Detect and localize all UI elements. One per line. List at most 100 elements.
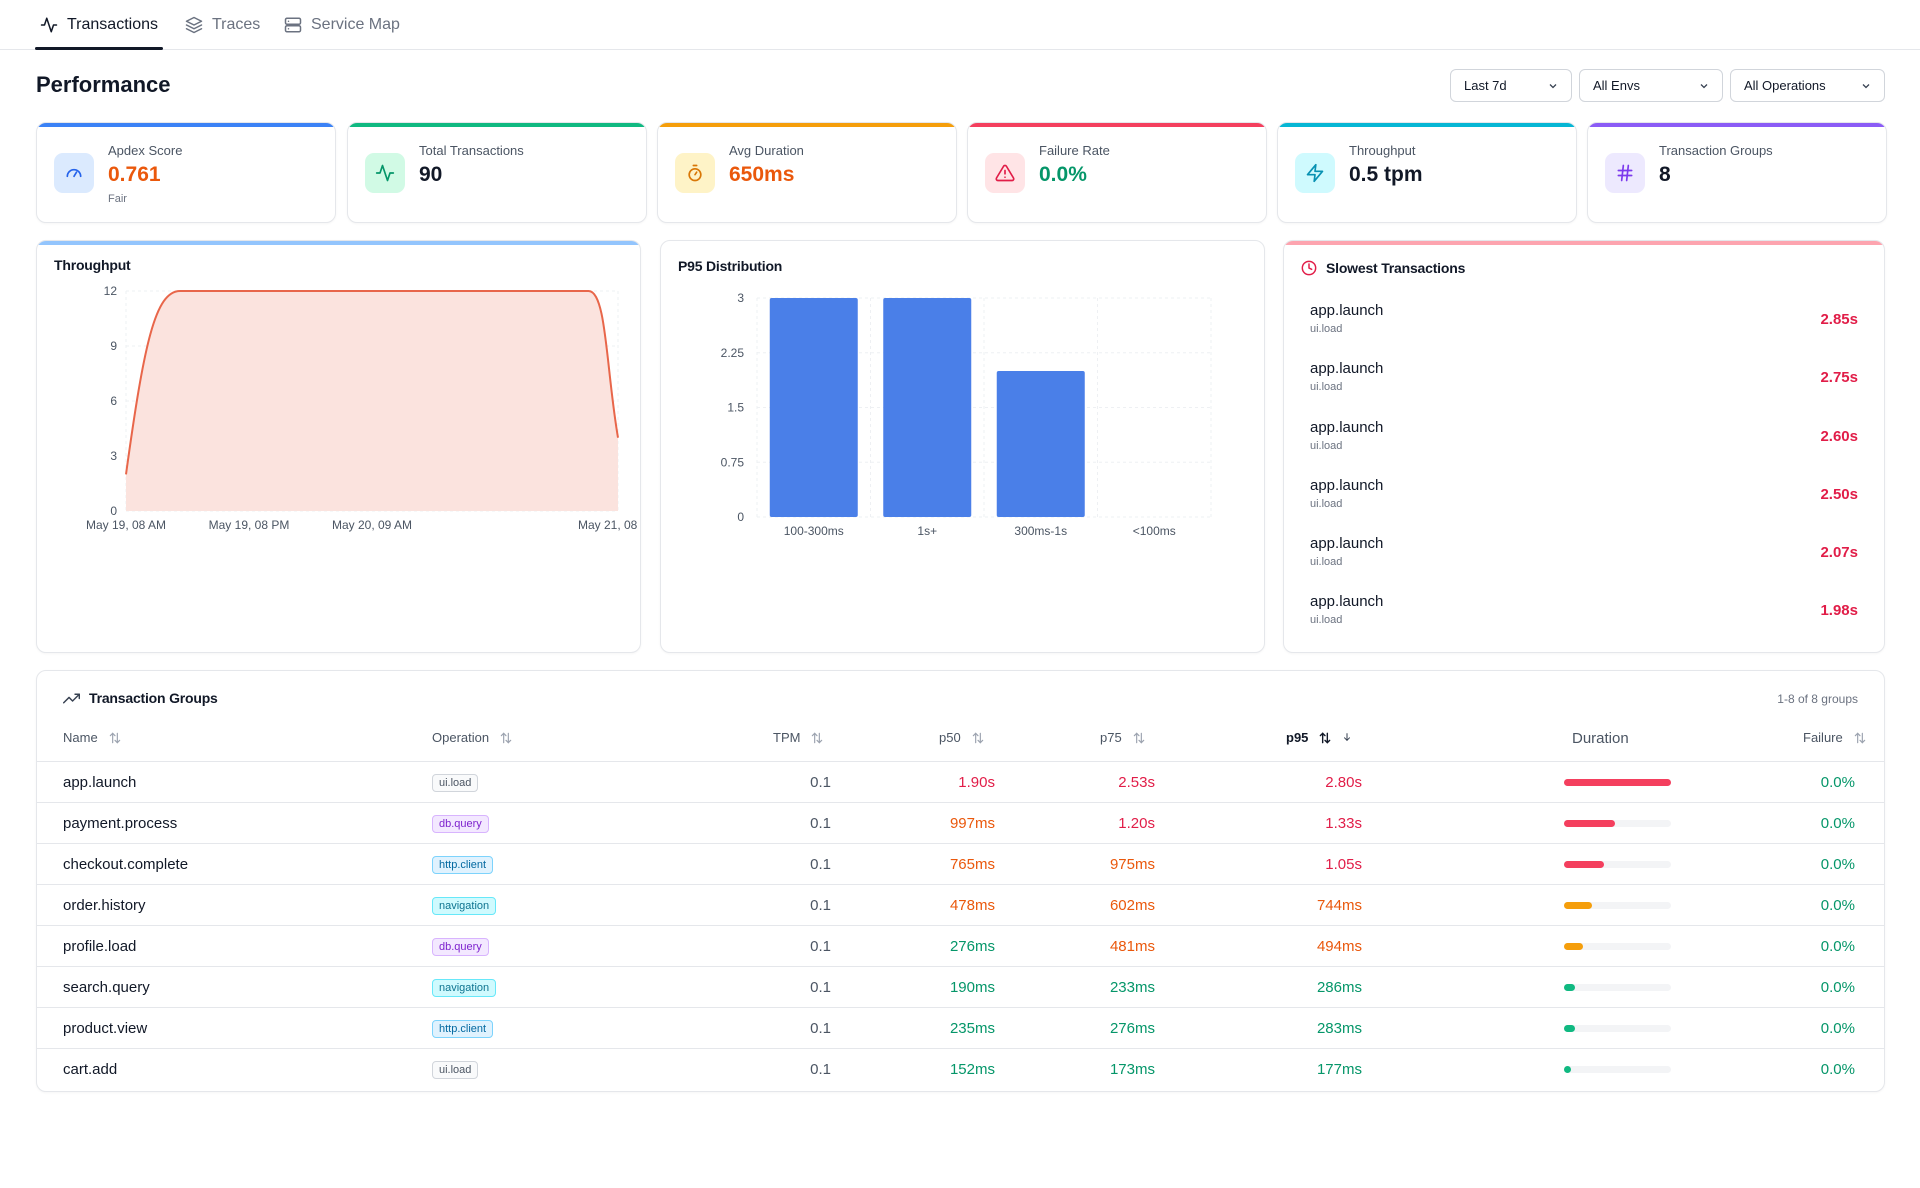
p95-title: P95 Distribution — [678, 258, 783, 274]
chevron-down-icon — [1547, 80, 1559, 92]
chevron-down-icon — [1698, 80, 1710, 92]
sort-active-icon — [1318, 731, 1332, 745]
table-row[interactable]: order.history navigation 0.1 478ms 602ms 744m… — [37, 884, 1885, 925]
slow-transaction-item[interactable]: app.launch ui.load 2.85s — [1310, 302, 1858, 348]
row-p95: 177ms — [1316, 1061, 1362, 1078]
column-label: p95 — [1286, 730, 1309, 745]
row-p75: 2.53s — [1118, 774, 1155, 791]
column-label: TPM — [773, 730, 801, 745]
y-tick-label: 0 — [737, 510, 744, 524]
tab-service-map[interactable]: Service Map — [284, 0, 400, 50]
row-failure: 0.0% — [1820, 938, 1855, 955]
operation-badge: db.query — [432, 937, 489, 956]
slow-transaction-item[interactable]: app.launch ui.load 2.60s — [1310, 419, 1858, 465]
row-p50: 276ms — [949, 938, 995, 955]
row-p75: 1.20s — [1118, 815, 1155, 832]
stat-card-total-transactions: Total Transactions 90 — [347, 122, 647, 223]
panel-accent-bar — [1284, 241, 1884, 245]
table-row[interactable]: cart.add ui.load 0.1 152ms 173ms 177ms 0.0% — [37, 1048, 1885, 1089]
row-failure: 0.0% — [1820, 1061, 1855, 1078]
row-p50: 478ms — [949, 897, 995, 914]
row-tpm: 0.1 — [810, 1020, 831, 1037]
activity-icon — [365, 153, 405, 193]
slow-transaction-item[interactable]: app.launch ui.load 2.75s — [1310, 360, 1858, 406]
column-label: Duration — [1572, 730, 1629, 747]
chevron-down-icon — [1860, 80, 1872, 92]
column-header-operation[interactable]: Operation — [432, 730, 513, 745]
row-tpm: 0.1 — [810, 815, 831, 832]
transaction-op: ui.load — [1310, 440, 1343, 452]
slow-transaction-item[interactable]: app.launch ui.load 2.07s — [1310, 535, 1858, 581]
table-row[interactable]: checkout.complete http.client 0.1 765ms 975m… — [37, 843, 1885, 884]
stat-card-failure-rate: Failure Rate 0.0% — [967, 122, 1267, 223]
card-accent-bar — [1278, 123, 1576, 127]
transaction-op: ui.load — [1310, 498, 1343, 510]
stat-card-transaction-groups: Transaction Groups 8 — [1587, 122, 1887, 223]
stat-label: Throughput — [1349, 143, 1416, 158]
column-header-tpm[interactable]: TPM — [773, 730, 824, 745]
x-tick-label: 300ms-1s — [1014, 524, 1067, 538]
groups-count: 1-8 of 8 groups — [1777, 692, 1858, 706]
row-p75: 276ms — [1109, 1020, 1155, 1037]
row-p50: 152ms — [949, 1061, 995, 1078]
tab-transactions[interactable]: Transactions — [40, 0, 158, 50]
row-p95: 283ms — [1316, 1020, 1362, 1037]
row-name: payment.process — [63, 815, 178, 832]
throughput-panel: Throughput 12 9 6 3 0 May 19, 08 AM May 19, 08… — [36, 240, 641, 653]
transaction-name: app.launch — [1310, 302, 1384, 319]
table-row[interactable]: app.launch ui.load 0.1 1.90s 2.53s 2.80s 0.0% — [37, 761, 1885, 802]
operation-badge: http.client — [432, 1019, 494, 1038]
operation-badge: navigation — [432, 978, 497, 997]
row-operation: db.query — [432, 926, 489, 967]
p95-bar — [769, 298, 858, 517]
y-tick-label: 0.75 — [721, 455, 745, 469]
duration-bar-track — [1564, 820, 1671, 827]
duration-bar-fill — [1564, 984, 1575, 991]
column-label: Name — [63, 730, 98, 745]
card-accent-bar — [1588, 123, 1886, 127]
operation-badge: navigation — [432, 896, 497, 915]
table-row[interactable]: profile.load db.query 0.1 276ms 481ms 494ms 0.… — [37, 925, 1885, 966]
stat-value: 650ms — [729, 163, 795, 186]
operation-badge: http.client — [432, 855, 494, 874]
stat-label: Avg Duration — [729, 143, 804, 158]
x-tick-label: May 20, 09 AM — [332, 518, 412, 532]
time-range-select[interactable]: Last 7d — [1450, 69, 1572, 102]
tab-traces[interactable]: Traces — [185, 0, 260, 50]
duration-bar-fill — [1564, 861, 1605, 868]
operation-select[interactable]: All Operations — [1730, 69, 1885, 102]
slow-transaction-item[interactable]: app.launch ui.load 1.98s — [1310, 593, 1858, 639]
row-name: search.query — [63, 979, 150, 996]
transaction-duration: 2.75s — [1820, 369, 1858, 386]
row-p95: 744ms — [1316, 897, 1362, 914]
duration-bar-track — [1564, 1066, 1671, 1073]
column-label: p75 — [1100, 730, 1122, 745]
hash-icon — [1605, 153, 1645, 193]
sort-icon — [1132, 731, 1146, 745]
duration-bar-track — [1564, 943, 1671, 950]
stat-label: Failure Rate — [1039, 143, 1110, 158]
duration-bar-track — [1564, 1025, 1671, 1032]
table-row[interactable]: product.view http.client 0.1 235ms 276ms 283m… — [37, 1007, 1885, 1048]
x-tick-label: May 21, 08 AM — [578, 518, 639, 532]
row-p95: 286ms — [1316, 979, 1362, 996]
column-header-p75[interactable]: p75 — [1100, 730, 1146, 745]
trending-up-icon — [63, 690, 80, 707]
row-tpm: 0.1 — [810, 979, 831, 996]
column-header-name[interactable]: Name — [63, 730, 122, 745]
stat-card-avg-duration: Avg Duration 650ms — [657, 122, 957, 223]
operation-badge: ui.load — [432, 1060, 479, 1079]
column-header-failure[interactable]: Failure — [1803, 730, 1867, 745]
x-tick-label: May 19, 08 AM — [86, 518, 166, 532]
row-p50: 765ms — [949, 856, 995, 873]
table-row[interactable]: payment.process db.query 0.1 997ms 1.20s 1.33… — [37, 802, 1885, 843]
sort-icon — [499, 731, 513, 745]
column-header-p50[interactable]: p50 — [939, 730, 985, 745]
duration-bar-fill — [1564, 1025, 1575, 1032]
column-header-p95[interactable]: p95 — [1286, 730, 1352, 745]
p95-bar — [883, 298, 972, 517]
slow-transaction-item[interactable]: app.launch ui.load 2.50s — [1310, 477, 1858, 523]
environment-select[interactable]: All Envs — [1579, 69, 1723, 102]
table-row[interactable]: search.query navigation 0.1 190ms 233ms 286ms… — [37, 966, 1885, 1007]
row-p95: 1.05s — [1325, 856, 1362, 873]
